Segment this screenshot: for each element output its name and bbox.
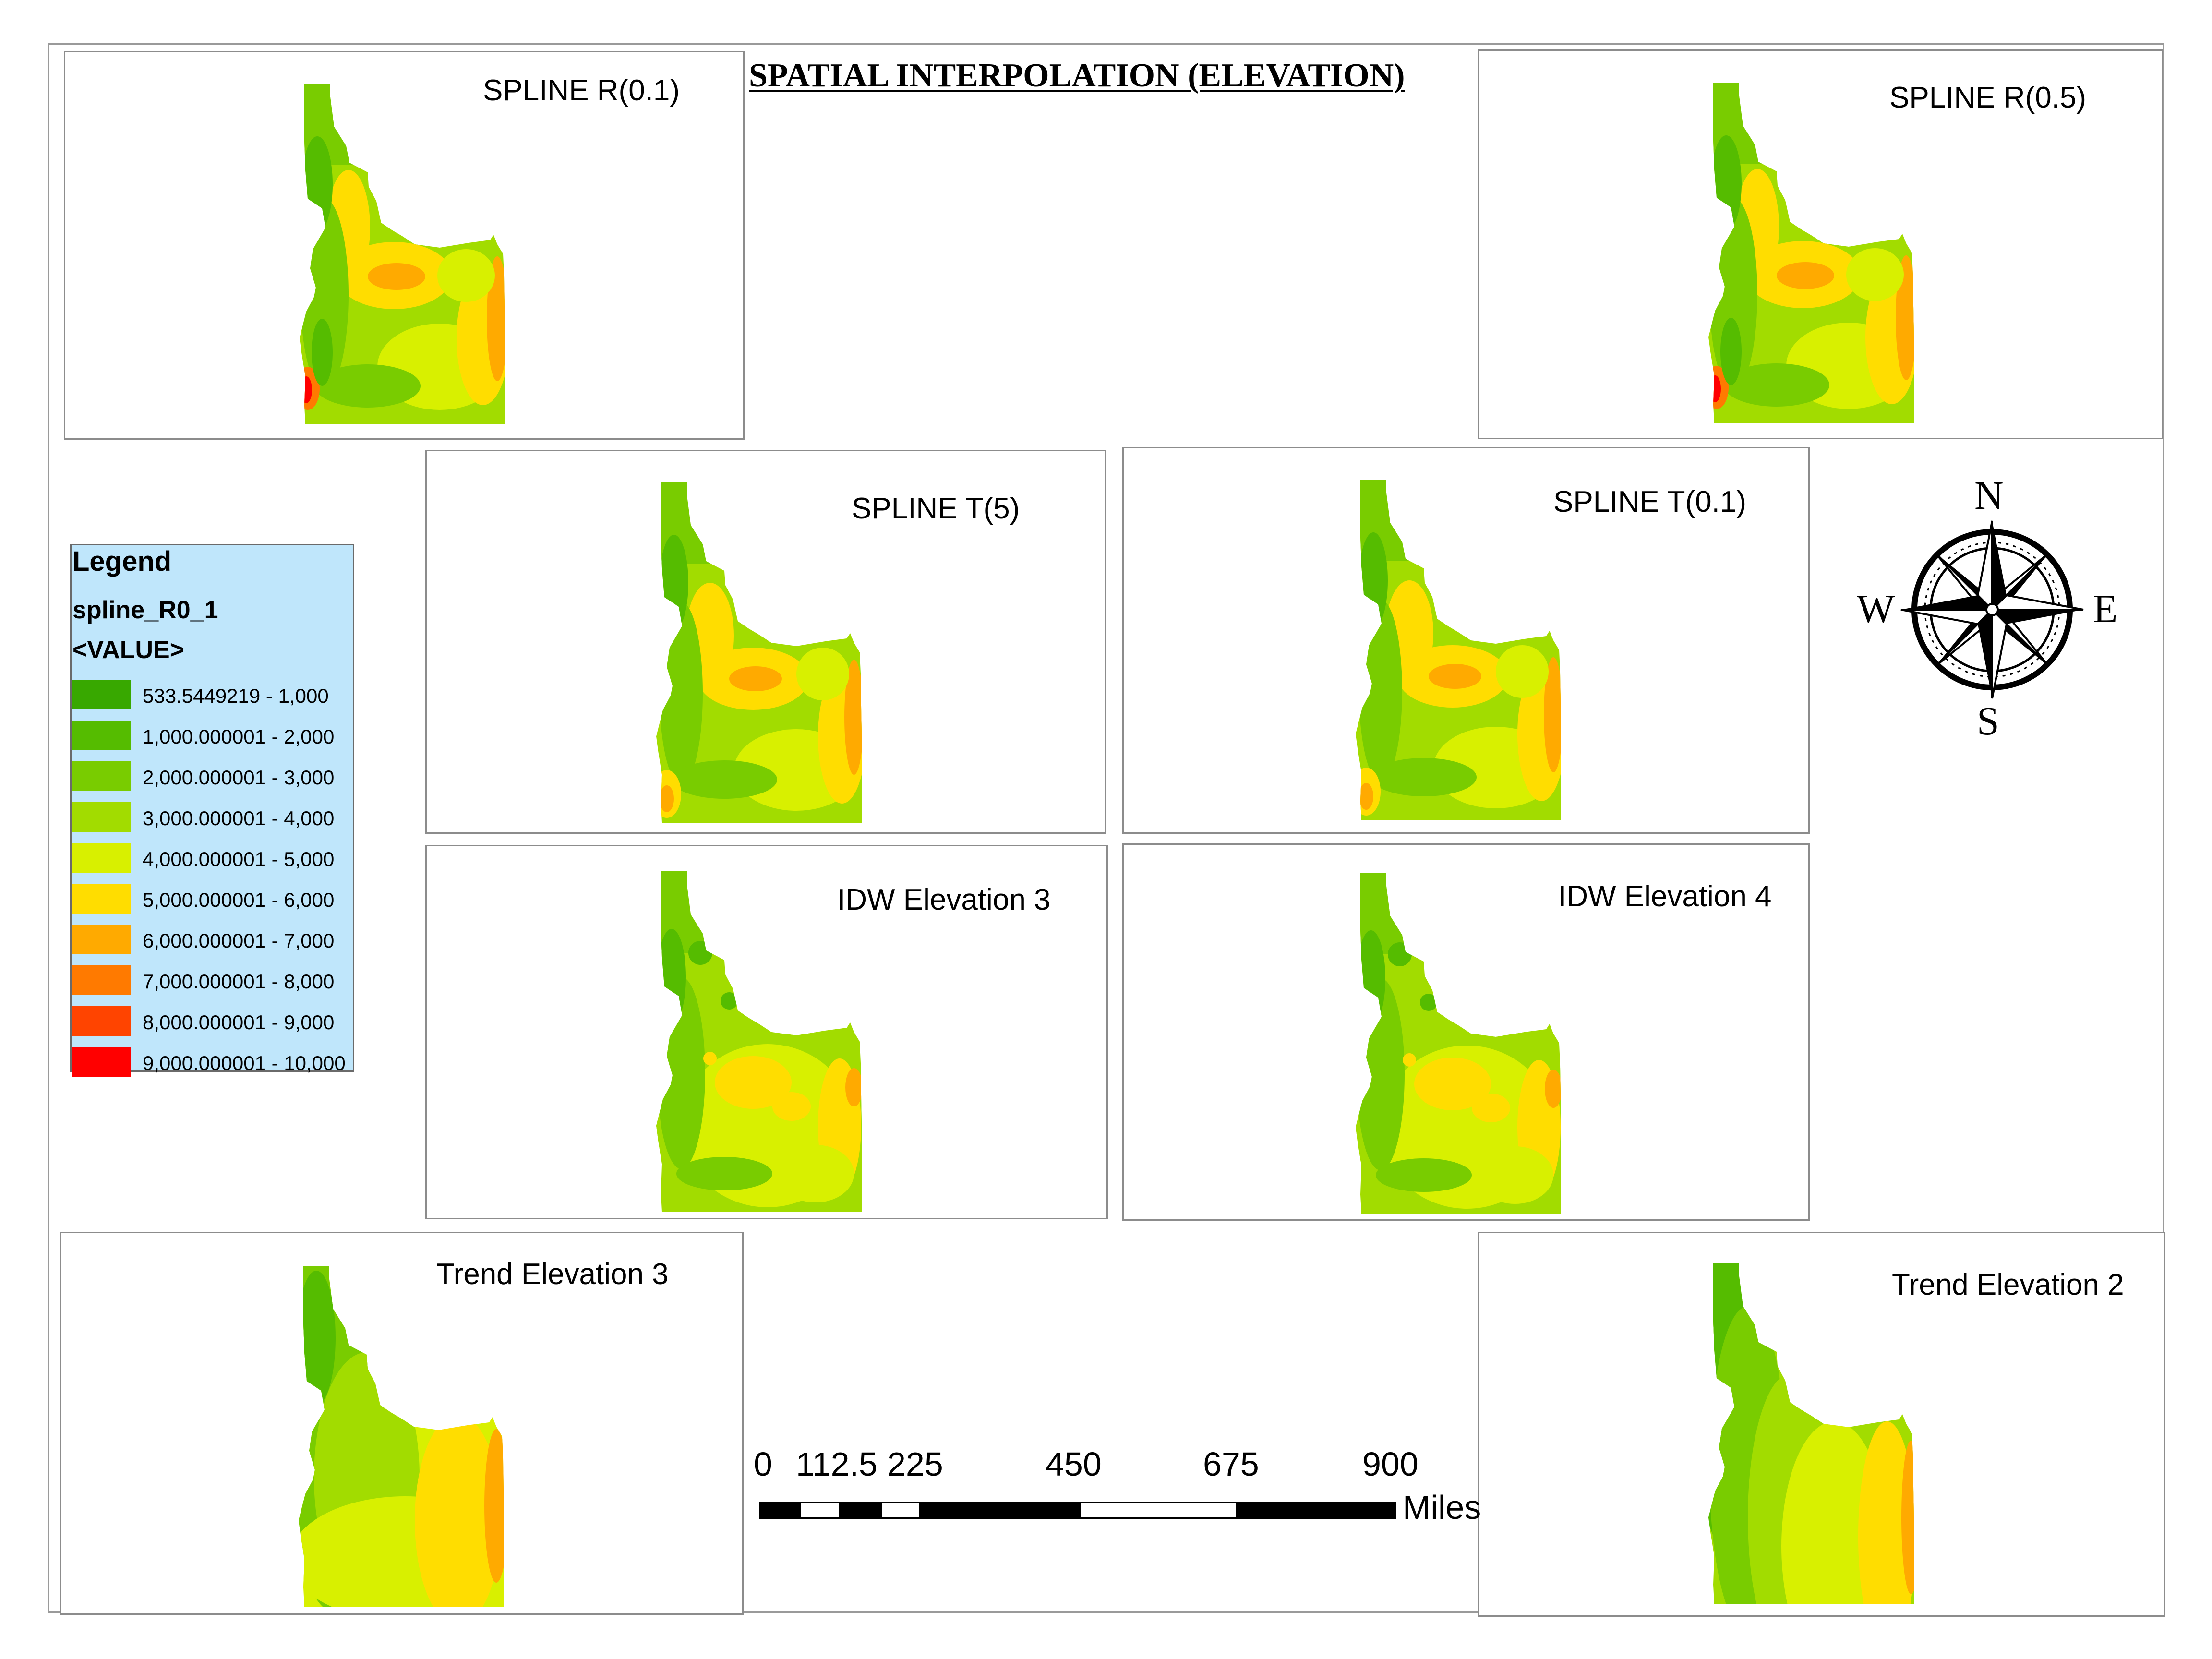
page-title: SPATIAL INTERPOLATION (ELEVATION): [749, 57, 1405, 94]
legend-item: 7,000.000001 - 8,000: [72, 965, 353, 1006]
idaho-map-spline-r05: [1708, 83, 1914, 423]
legend-swatch: [72, 1047, 131, 1077]
scale-segment: [880, 1502, 921, 1519]
legend-label: 4,000.000001 - 5,000: [143, 848, 335, 870]
legend-item: 5,000.000001 - 6,000: [72, 884, 353, 924]
map-panel-trend-2: Trend Elevation 2: [1478, 1232, 2165, 1617]
legend-swatch: [72, 680, 131, 709]
legend-swatch: [72, 925, 131, 954]
layout-frame: [48, 43, 2164, 1613]
scale-segment: [759, 1502, 800, 1519]
compass-rose-icon: [1900, 520, 2084, 699]
map-panel-spline-r05: SPLINE R(0.5): [1478, 49, 2163, 439]
legend-label: 7,000.000001 - 8,000: [143, 970, 335, 993]
scale-bar: 0 112.5 225 450 675 900 Miles: [749, 1445, 1498, 1541]
scale-segment: [1238, 1502, 1396, 1519]
legend-title: Legend: [72, 546, 172, 577]
legend-label: 533.5449219 - 1,000: [143, 685, 329, 707]
legend-item: 8,000.000001 - 9,000: [72, 1006, 353, 1046]
scale-tick-label: 675: [1203, 1445, 1259, 1483]
legend-label: 2,000.000001 - 3,000: [143, 766, 335, 789]
idaho-map-trend-3: [299, 1266, 504, 1607]
legend-item: 6,000.000001 - 7,000: [72, 925, 353, 965]
legend-layer-name: spline_R0_1: [72, 596, 218, 624]
legend-item: 4,000.000001 - 5,000: [72, 843, 353, 883]
map-panel-spline-t01: SPLINE T(0.1): [1122, 447, 1810, 834]
legend-item: 1,000.000001 - 2,000: [72, 721, 353, 761]
legend-label: 6,000.000001 - 7,000: [143, 929, 335, 952]
map-title: IDW Elevation 4: [1558, 880, 1772, 913]
legend-swatch: [72, 1006, 131, 1036]
legend-item: 2,000.000001 - 3,000: [72, 761, 353, 802]
map-title: Trend Elevation 3: [436, 1258, 669, 1291]
idaho-map-trend-2: [1708, 1263, 1914, 1604]
scale-tick-label: 0: [754, 1445, 772, 1483]
scale-segment: [800, 1502, 840, 1519]
map-panel-idw-3: IDW Elevation 3: [425, 845, 1108, 1219]
scale-unit-label: Miles: [1403, 1489, 1481, 1526]
legend-label: 5,000.000001 - 6,000: [143, 889, 335, 911]
legend: Legend spline_R0_1 <VALUE> 533.5449219 -…: [70, 544, 354, 1077]
legend-label: 3,000.000001 - 4,000: [143, 807, 335, 830]
north-arrow: N S W E: [1857, 473, 2117, 744]
map-panel-spline-t5: SPLINE T(5): [425, 450, 1106, 834]
map-title: IDW Elevation 3: [837, 883, 1051, 916]
idaho-map-idw-3: [656, 871, 862, 1212]
legend-swatch: [72, 761, 131, 791]
legend-item: 533.5449219 - 1,000: [72, 680, 353, 720]
compass-south-label: S: [1977, 699, 1999, 744]
compass-west-label: W: [1857, 587, 1895, 631]
legend-item: 9,000.000001 - 10,000: [72, 1047, 353, 1087]
scale-segment: [1079, 1502, 1238, 1519]
scale-tick-label: 900: [1362, 1445, 1419, 1483]
idaho-map-spline-t01: [1356, 480, 1561, 820]
map-title: SPLINE T(0.1): [1553, 485, 1747, 518]
legend-swatch: [72, 843, 131, 873]
legend-label: 1,000.000001 - 2,000: [143, 725, 335, 748]
idaho-map-spline-r01: [300, 84, 505, 424]
map-title: Trend Elevation 2: [1892, 1268, 2124, 1301]
idaho-map-idw-4: [1356, 873, 1561, 1214]
map-panel-spline-r01: SPLINE R(0.1): [64, 51, 745, 440]
map-title: SPLINE R(0.5): [1889, 81, 2087, 114]
compass-north-label: N: [1974, 473, 2004, 518]
legend-field-name: <VALUE>: [72, 636, 185, 664]
map-panel-trend-3: Trend Elevation 3: [60, 1232, 744, 1615]
legend-swatch: [72, 965, 131, 995]
legend-swatch: [72, 884, 131, 914]
map-title: SPLINE T(5): [852, 492, 1020, 525]
legend-swatch: [72, 802, 131, 832]
legend-label: 9,000.000001 - 10,000: [143, 1052, 346, 1074]
legend-label: 8,000.000001 - 9,000: [143, 1011, 335, 1034]
legend-swatch: [72, 721, 131, 750]
scale-segment: [840, 1502, 880, 1519]
legend-item: 3,000.000001 - 4,000: [72, 802, 353, 842]
scale-tick-label: 225: [887, 1445, 943, 1483]
scale-tick-label: 112.5: [796, 1445, 878, 1483]
scale-tick-label: 450: [1046, 1445, 1102, 1483]
scale-segment: [921, 1502, 1079, 1519]
idaho-map-spline-t5: [656, 482, 862, 823]
map-panel-idw-4: IDW Elevation 4: [1122, 843, 1810, 1221]
map-title: SPLINE R(0.1): [483, 74, 680, 107]
compass-east-label: E: [2093, 587, 2118, 631]
